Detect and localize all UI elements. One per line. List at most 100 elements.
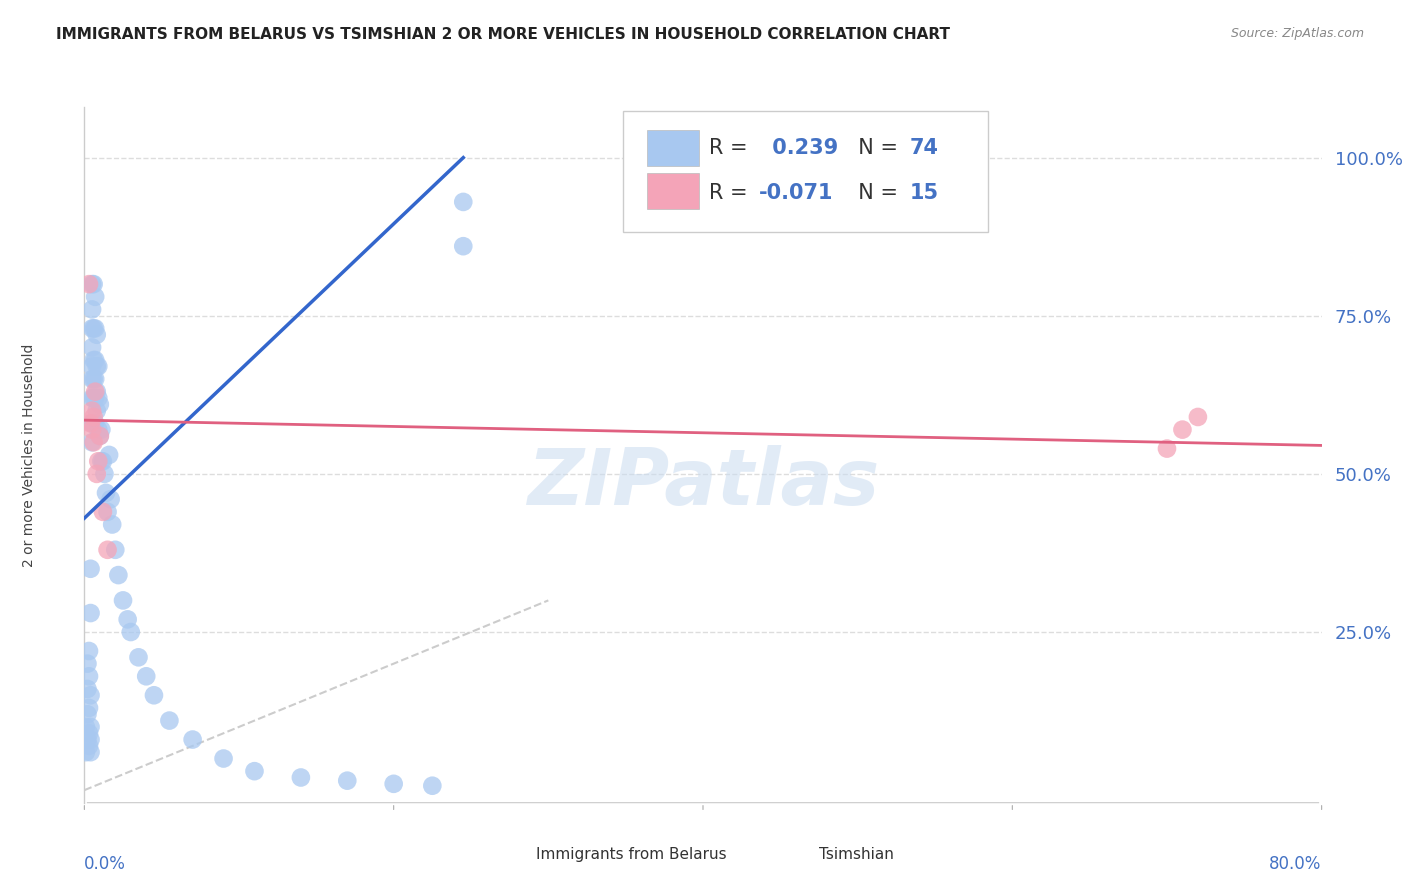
Point	[79, 732, 101, 747]
Point	[83, 409, 105, 424]
Text: ZIPatlas: ZIPatlas	[527, 445, 879, 521]
Point	[75, 720, 97, 734]
Point	[79, 562, 101, 576]
Point	[83, 417, 105, 431]
Point	[135, 669, 157, 683]
Point	[79, 606, 101, 620]
Point	[104, 542, 127, 557]
Point	[77, 277, 100, 292]
Point	[77, 726, 100, 740]
Point	[77, 669, 100, 683]
Point	[127, 650, 149, 665]
Point	[89, 429, 111, 443]
Point	[84, 391, 107, 405]
Text: 15: 15	[910, 183, 939, 202]
Point	[83, 435, 105, 450]
Text: 0.239: 0.239	[765, 138, 838, 158]
Point	[86, 384, 108, 399]
Point	[159, 714, 180, 728]
Point	[84, 417, 107, 431]
Point	[84, 353, 107, 368]
Point	[107, 568, 129, 582]
Point	[382, 777, 405, 791]
Point	[82, 340, 104, 354]
Point	[82, 277, 104, 292]
Point	[422, 779, 444, 793]
Point	[90, 423, 112, 437]
Point	[83, 372, 105, 386]
Point	[84, 290, 107, 304]
Text: N =: N =	[845, 183, 905, 202]
Point	[87, 359, 110, 374]
Point	[86, 359, 108, 374]
Point	[77, 644, 100, 658]
Point	[290, 771, 312, 785]
Point	[82, 403, 104, 417]
Point	[120, 625, 142, 640]
FancyBboxPatch shape	[647, 173, 699, 210]
Point	[77, 701, 100, 715]
Point	[89, 397, 111, 411]
Point	[143, 688, 166, 702]
Point	[82, 391, 104, 405]
Point	[212, 751, 235, 765]
Point	[112, 593, 135, 607]
Point	[79, 688, 101, 702]
Point	[336, 773, 359, 788]
Point	[117, 612, 139, 626]
Point	[79, 417, 101, 431]
Point	[89, 429, 111, 443]
Point	[76, 707, 98, 722]
Point	[96, 505, 118, 519]
Point	[82, 372, 104, 386]
Text: R =: R =	[709, 138, 755, 158]
Point	[75, 745, 97, 759]
Point	[86, 327, 108, 342]
Text: -0.071: -0.071	[759, 183, 834, 202]
Point	[87, 423, 110, 437]
Point	[86, 467, 108, 481]
Point	[100, 492, 122, 507]
Point	[90, 454, 112, 468]
Text: R =: R =	[709, 183, 755, 202]
Point	[1187, 409, 1209, 424]
Point	[79, 720, 101, 734]
FancyBboxPatch shape	[647, 130, 699, 166]
FancyBboxPatch shape	[623, 111, 987, 232]
Text: IMMIGRANTS FROM BELARUS VS TSIMSHIAN 2 OR MORE VEHICLES IN HOUSEHOLD CORRELATION: IMMIGRANTS FROM BELARUS VS TSIMSHIAN 2 O…	[56, 27, 950, 42]
Point	[76, 681, 98, 696]
Point	[79, 745, 101, 759]
Point	[83, 277, 105, 292]
Point	[96, 542, 118, 557]
Point	[91, 454, 114, 468]
Text: Immigrants from Belarus: Immigrants from Belarus	[536, 847, 727, 862]
Point	[181, 732, 204, 747]
Point	[82, 435, 104, 450]
Point	[76, 732, 98, 747]
Point	[83, 353, 105, 368]
Point	[93, 467, 115, 481]
Text: Source: ZipAtlas.com: Source: ZipAtlas.com	[1230, 27, 1364, 40]
Point	[91, 505, 114, 519]
Point	[82, 321, 104, 335]
FancyBboxPatch shape	[491, 839, 530, 869]
Point	[83, 391, 105, 405]
Point	[101, 517, 124, 532]
Point	[87, 391, 110, 405]
Point	[453, 194, 475, 209]
Point	[82, 359, 104, 374]
Text: N =: N =	[845, 138, 905, 158]
Point	[87, 454, 110, 468]
Text: 2 or more Vehicles in Household: 2 or more Vehicles in Household	[21, 343, 35, 566]
Point	[82, 417, 104, 431]
Point	[84, 321, 107, 335]
Text: 0.0%: 0.0%	[84, 855, 127, 873]
Point	[83, 321, 105, 335]
Point	[84, 384, 107, 399]
Point	[98, 448, 121, 462]
Point	[94, 486, 117, 500]
Point	[453, 239, 475, 253]
FancyBboxPatch shape	[775, 839, 814, 869]
Point	[82, 302, 104, 317]
Text: 74: 74	[910, 138, 939, 158]
